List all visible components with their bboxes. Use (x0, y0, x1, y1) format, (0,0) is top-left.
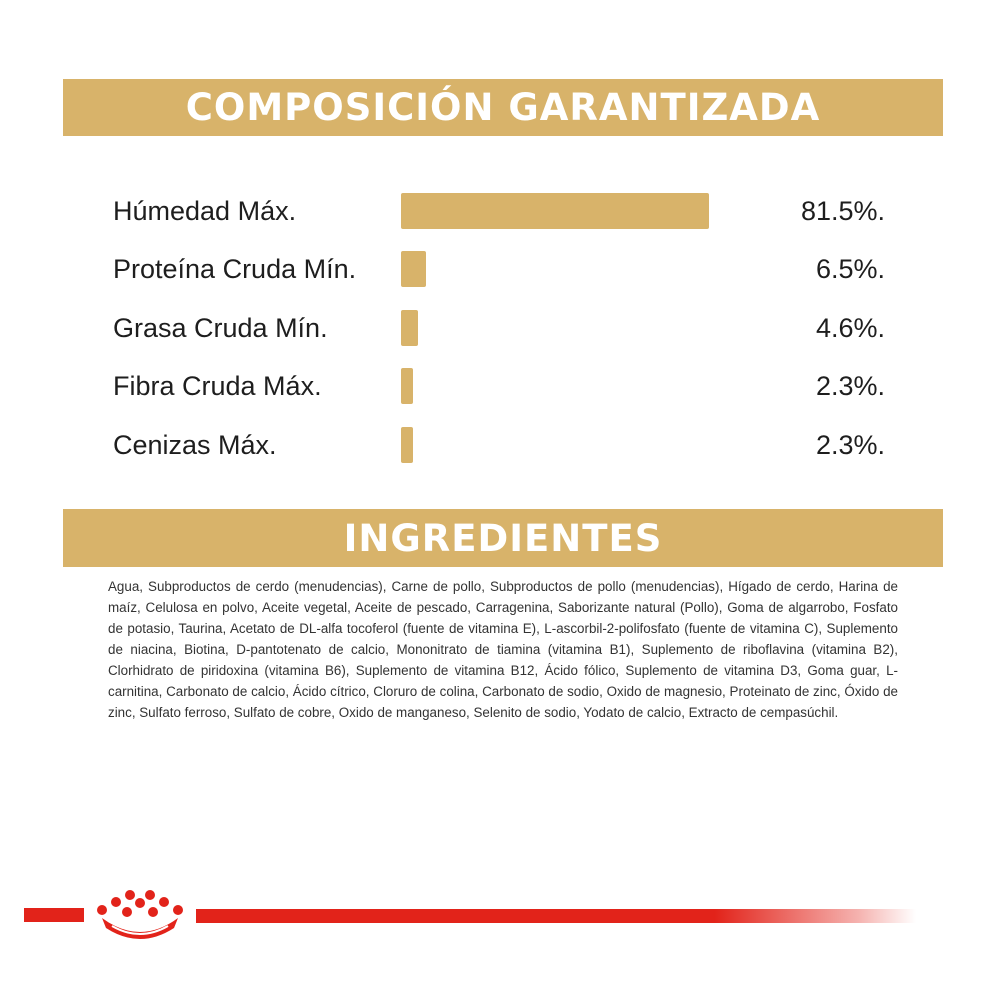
composition-banner: COMPOSICIÓN GARANTIZADA (63, 79, 943, 136)
composition-row-moisture: Húmedad Máx. 81.5%. (0, 191, 1000, 231)
value-bar (401, 193, 709, 229)
row-value: 4.6%. (815, 313, 885, 343)
row-label: Grasa Cruda Mín. (113, 313, 328, 343)
value-bar (401, 251, 426, 287)
composition-row-fat: Grasa Cruda Mín. 4.6%. (0, 308, 1000, 348)
composition-row-protein: Proteína Cruda Mín. 6.5%. (0, 249, 1000, 289)
row-label: Fibra Cruda Máx. (113, 371, 322, 401)
ingredients-text: Agua, Subproductos de cerdo (menudencias… (108, 579, 898, 720)
value-bar (401, 310, 418, 346)
ingredients-banner: INGREDIENTES (63, 509, 943, 567)
row-value: 6.5%. (815, 254, 885, 284)
row-label: Húmedad Máx. (113, 196, 297, 226)
footer-red-line-left (24, 908, 84, 922)
ingredients-title: INGREDIENTES (343, 516, 663, 560)
row-value: 2.3%. (815, 430, 885, 460)
value-bar (401, 427, 413, 463)
row-value: 2.3%. (815, 371, 885, 401)
footer-red-line-right (196, 909, 916, 923)
row-label: Proteína Cruda Mín. (113, 254, 357, 284)
composition-title: COMPOSICIÓN GARANTIZADA (185, 86, 821, 129)
composition-row-ash: Cenizas Máx. 2.3%. (0, 425, 1000, 465)
row-label: Cenizas Máx. (113, 430, 277, 460)
composition-row-fiber: Fibra Cruda Máx. 2.3%. (0, 366, 1000, 406)
royal-crown-icon (97, 890, 183, 939)
value-bar (401, 368, 413, 404)
row-value: 81.5%. (800, 196, 885, 226)
